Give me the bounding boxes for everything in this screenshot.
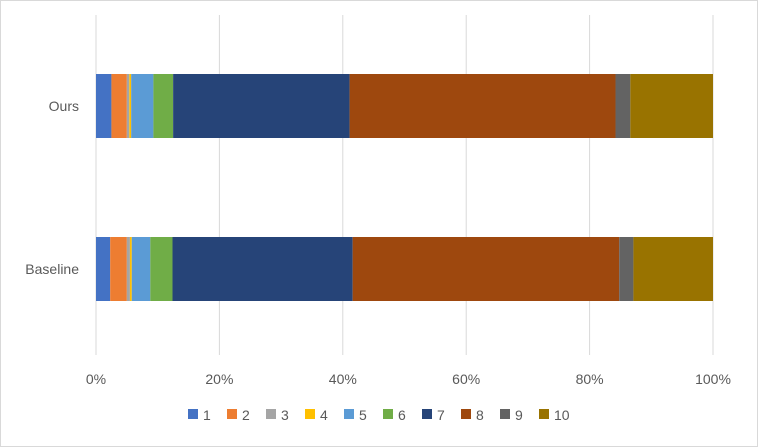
legend-label: 7 xyxy=(437,407,445,423)
bar-segment xyxy=(96,74,112,138)
x-tick-label: 40% xyxy=(329,371,357,387)
category-label: Baseline xyxy=(25,261,79,277)
bar-segment xyxy=(111,74,127,138)
bar-segment xyxy=(131,237,151,301)
bar-segment xyxy=(150,237,173,301)
bar-segment xyxy=(126,74,130,138)
bar-segment xyxy=(615,74,631,138)
x-tick-label: 0% xyxy=(86,371,106,387)
legend-label: 1 xyxy=(203,407,211,423)
bar-segment xyxy=(96,237,111,301)
legend-label: 2 xyxy=(242,407,250,423)
bar-segment xyxy=(630,74,713,138)
legend-swatch xyxy=(500,409,510,419)
bar-segment xyxy=(633,237,713,301)
bar-segment xyxy=(172,237,353,301)
legend-swatch xyxy=(422,409,432,419)
bar-segment xyxy=(349,74,616,138)
legend-label: 5 xyxy=(359,407,367,423)
bar-segment xyxy=(110,237,127,301)
x-tick-label: 100% xyxy=(695,371,731,387)
legend-label: 10 xyxy=(554,407,570,423)
x-tick-label: 60% xyxy=(452,371,480,387)
bar-segment xyxy=(153,74,174,138)
legend-swatch xyxy=(344,409,354,419)
legend-label: 9 xyxy=(515,407,523,423)
legend-swatch xyxy=(227,409,237,419)
legend-swatch xyxy=(266,409,276,419)
bar-segment xyxy=(619,237,634,301)
bar-segment xyxy=(126,237,130,301)
legend-swatch xyxy=(539,409,549,419)
bar-segment xyxy=(129,237,132,301)
legend-swatch xyxy=(188,409,198,419)
bar-segment xyxy=(352,237,620,301)
bar-segment xyxy=(131,74,154,138)
legend-swatch xyxy=(305,409,315,419)
category-label: Ours xyxy=(49,98,79,114)
legend-label: 4 xyxy=(320,407,328,423)
legend-label: 8 xyxy=(476,407,484,423)
x-tick-label: 20% xyxy=(205,371,233,387)
bar-segment xyxy=(129,74,132,138)
bar-segment xyxy=(173,74,350,138)
legend-label: 6 xyxy=(398,407,406,423)
x-tick-label: 80% xyxy=(576,371,604,387)
legend-swatch xyxy=(383,409,393,419)
legend-swatch xyxy=(461,409,471,419)
legend-label: 3 xyxy=(281,407,289,423)
